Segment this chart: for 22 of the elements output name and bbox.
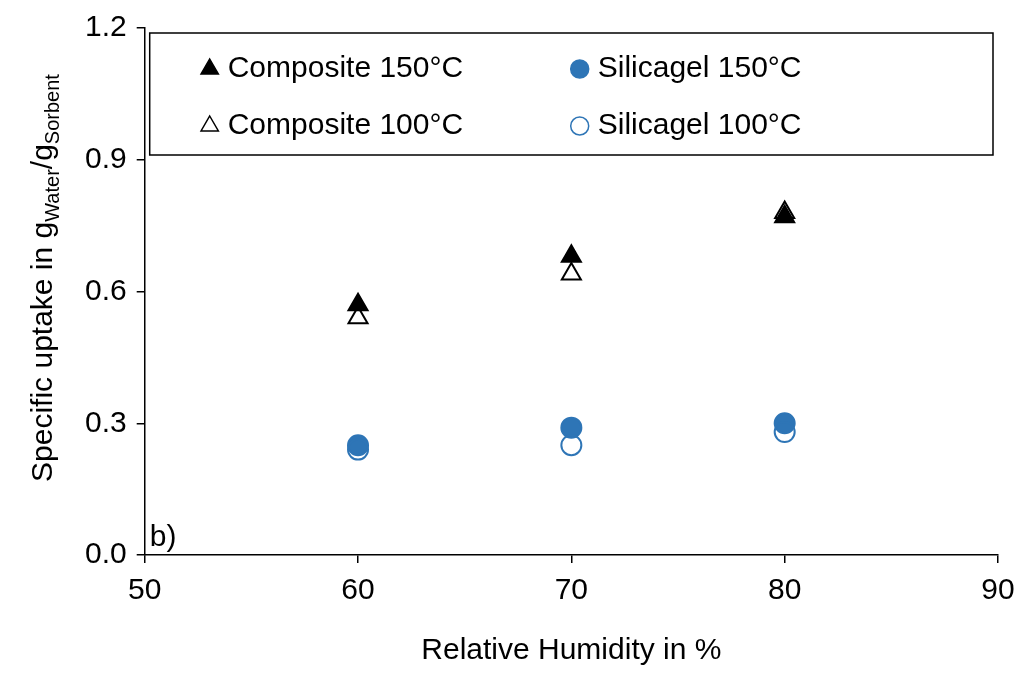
x-tick-label: 60: [341, 572, 375, 606]
point: [560, 244, 582, 263]
y-tick-label: 0.6: [84, 272, 127, 306]
point: [560, 261, 582, 281]
x-tick-label: 70: [554, 572, 589, 606]
x-tick-label: 50: [128, 572, 162, 606]
legend-label: Silicagel 100°C: [597, 107, 802, 141]
y-tick-label: 0.9: [84, 141, 127, 175]
x-tick-label: 80: [767, 572, 802, 606]
point: [347, 292, 369, 312]
y-tick-label: 0.3: [84, 404, 127, 438]
legend-label: Silicagel 150°C: [597, 50, 802, 84]
y-tick-label: 1.2: [84, 9, 127, 43]
legend-label: Composite 100°C: [227, 107, 464, 141]
x-tick-label: 90: [981, 572, 1015, 606]
point: [560, 416, 583, 439]
x-axis-title: Relative Humidity in %: [421, 632, 722, 666]
legend-label: Composite 150°C: [227, 50, 464, 84]
y-tick-label: 0.0: [84, 536, 127, 570]
point: [560, 434, 583, 457]
annotation: b): [149, 519, 177, 553]
point: [774, 200, 796, 219]
